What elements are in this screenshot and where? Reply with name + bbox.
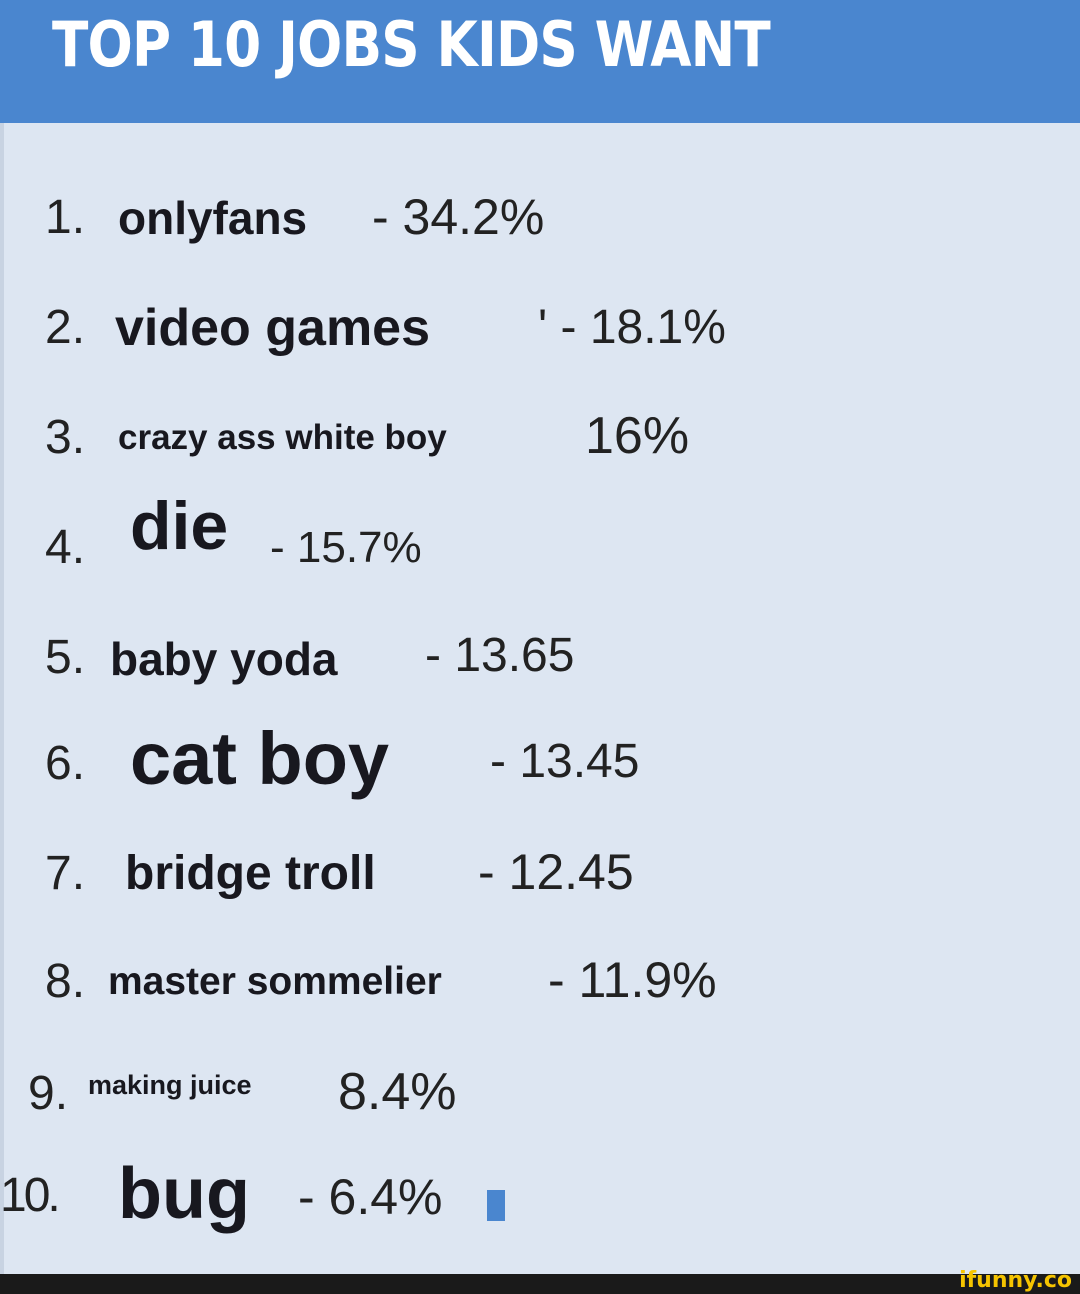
job-name: bug: [118, 1154, 250, 1234]
left-border: [0, 123, 4, 1274]
job-name: cat boy: [130, 717, 390, 800]
job-name: bridge troll: [125, 847, 376, 900]
job-percent: - 13.45: [490, 735, 640, 788]
job-name: video games: [115, 299, 431, 357]
rank: 3.: [45, 411, 86, 464]
rank: 4.: [45, 521, 86, 574]
job-percent: ' - 18.1%: [538, 301, 726, 354]
job-name: baby yoda: [110, 633, 338, 685]
job-percent: 8.4%: [338, 1063, 457, 1121]
job-percent: 16%: [585, 407, 690, 465]
job-percent: - 12.45: [478, 844, 634, 900]
job-percent: - 6.4%: [298, 1169, 443, 1225]
footer-bar: [0, 1274, 1080, 1294]
rank: 5.: [45, 631, 86, 684]
job-percent: - 15.7%: [270, 523, 422, 572]
rank: 7.: [45, 847, 86, 900]
watermark-logo: ifunny.co: [959, 1268, 1072, 1293]
job-percent: - 11.9%: [548, 952, 717, 1008]
blue-square-icon: [487, 1190, 505, 1221]
job-name: onlyfans: [118, 192, 308, 244]
rank: 6.: [45, 737, 86, 790]
job-name: making juice: [88, 1070, 252, 1100]
rank: 2.: [45, 301, 86, 354]
title-banner: TOP 10 JOBS KIDS WANT: [0, 0, 1080, 123]
page-title: TOP 10 JOBS KIDS WANT: [52, 8, 771, 81]
job-percent: - 34.2%: [372, 189, 545, 245]
rank: 1.: [45, 191, 86, 244]
job-name: crazy ass white boy: [118, 418, 447, 457]
job-percent: - 13.65: [425, 629, 575, 682]
job-name: master sommelier: [108, 960, 442, 1003]
rank: 10.: [0, 1169, 61, 1222]
rank: 8.: [45, 955, 86, 1008]
rank: 9.: [28, 1067, 69, 1120]
job-name: die: [130, 488, 229, 564]
